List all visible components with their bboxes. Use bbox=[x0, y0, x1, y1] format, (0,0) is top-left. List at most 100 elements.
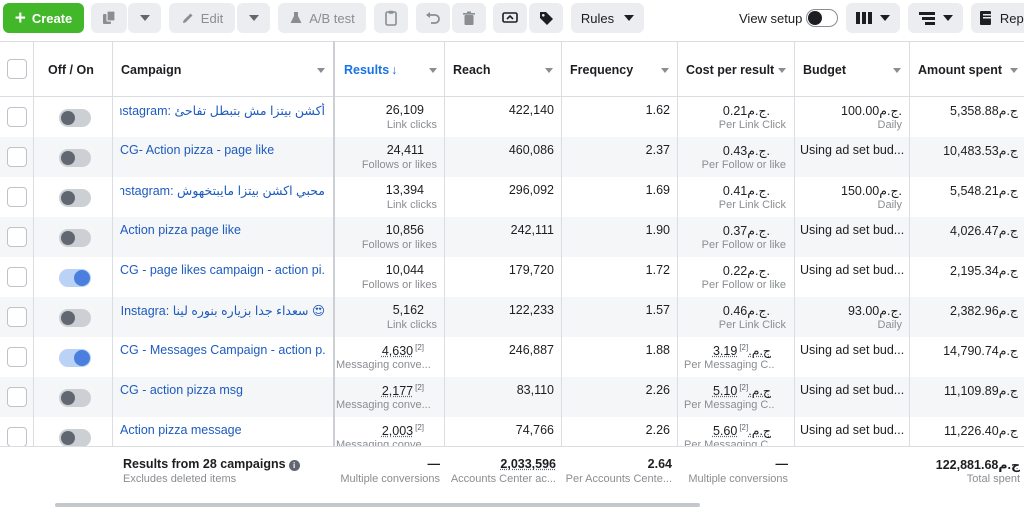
budget-value: 93.00ج.م. bbox=[795, 303, 902, 318]
campaign-name-link[interactable]: أكشن بيتزا مش بتبطل تفاحئ :Instagram ...… bbox=[120, 103, 325, 118]
campaign-name-link[interactable]: CG - Messages Campaign - action p... bbox=[120, 343, 325, 357]
frequency-value: 2.26 bbox=[562, 423, 670, 437]
results-type: Follows or likes bbox=[336, 159, 437, 171]
table-row[interactable]: Action pizza message 2,003 [2] Messaging co… bbox=[0, 417, 1024, 446]
campaign-toggle[interactable] bbox=[59, 109, 91, 127]
breakdown-button[interactable] bbox=[908, 3, 963, 33]
column-divider bbox=[444, 41, 445, 504]
column-header-cost-per-result[interactable]: Cost per result bbox=[678, 42, 794, 98]
row-checkbox[interactable] bbox=[7, 107, 27, 127]
tag-icon bbox=[539, 11, 554, 26]
undo-button[interactable] bbox=[416, 3, 450, 33]
row-checkbox[interactable] bbox=[7, 427, 27, 447]
amount-spent-value: 4,026.47ج.م bbox=[910, 223, 1018, 238]
footnote-marker: [2] bbox=[415, 423, 424, 432]
budget-value: 100.00ج.م. bbox=[795, 103, 902, 118]
results-number: 13,394 bbox=[386, 183, 424, 197]
campaign-toggle[interactable] bbox=[59, 189, 91, 207]
reports-button[interactable]: Repo bbox=[971, 3, 1024, 33]
column-header-campaign[interactable]: Campaign bbox=[113, 42, 333, 98]
row-checkbox[interactable] bbox=[7, 147, 27, 167]
tag-button[interactable] bbox=[529, 3, 563, 33]
cost-per-result-type: Per Link Click bbox=[678, 199, 786, 211]
row-checkbox[interactable] bbox=[7, 187, 27, 207]
toggle-knob bbox=[61, 111, 75, 125]
clipboard-button[interactable] bbox=[374, 3, 408, 33]
table-row[interactable]: Action pizza page like 10,856 Follows or l… bbox=[0, 217, 1024, 257]
edit-button[interactable]: Edit bbox=[169, 3, 235, 33]
column-header-amount-spent[interactable]: Amount spent bbox=[910, 42, 1024, 98]
ab-test-button[interactable]: A/B test bbox=[278, 3, 366, 33]
footnote-marker: [2] bbox=[415, 383, 424, 392]
campaign-name-link[interactable]: محبي اكشن بيتزا مايبتخهوش :Instagram ...… bbox=[120, 183, 325, 198]
budget-value: 150.00ج.م. bbox=[795, 183, 902, 198]
summary-frequency-sub: Per Accounts Cente... bbox=[562, 473, 672, 485]
table-row[interactable]: CG- Action pizza - page like 24,411 Follow… bbox=[0, 137, 1024, 177]
delete-button[interactable] bbox=[452, 3, 486, 33]
chevron-down-icon bbox=[943, 15, 953, 21]
table-row[interactable]: CG - page likes campaign - action pi... 1… bbox=[0, 257, 1024, 297]
view-setup-toggle[interactable] bbox=[806, 9, 838, 27]
summary-results: — bbox=[336, 457, 440, 471]
sort-caret-icon bbox=[778, 68, 786, 73]
campaign-toggle[interactable] bbox=[59, 269, 91, 287]
table-row[interactable]: CG - action pizza msg 2,177 [2] Messaging c… bbox=[0, 377, 1024, 417]
campaign-toggle[interactable] bbox=[59, 149, 91, 167]
duplicate-button[interactable] bbox=[91, 3, 127, 33]
table-row[interactable]: محبي اكشن بيتزا مايبتخهوش :Instagram ...… bbox=[0, 177, 1024, 217]
duplicate-dropdown-button[interactable] bbox=[128, 3, 161, 33]
campaign-toggle[interactable] bbox=[59, 429, 91, 447]
amount-spent-value: 11,109.89ج.م bbox=[910, 383, 1018, 398]
campaign-name-link[interactable]: CG - action pizza msg bbox=[120, 383, 325, 397]
campaign-name-link[interactable]: CG - page likes campaign - action pi... bbox=[120, 263, 325, 277]
row-checkbox[interactable] bbox=[7, 267, 27, 287]
table-row[interactable]: 😍 سعداء جدا بزياره بنوره لينا :Instagra.… bbox=[0, 297, 1024, 337]
toggle-knob bbox=[61, 231, 75, 245]
toggle-knob bbox=[61, 151, 75, 165]
info-icon[interactable]: i bbox=[289, 460, 300, 471]
row-checkbox[interactable] bbox=[7, 307, 27, 327]
column-header-reach[interactable]: Reach bbox=[445, 42, 561, 98]
trash-icon bbox=[462, 11, 476, 26]
select-all-checkbox[interactable] bbox=[7, 59, 27, 79]
campaign-name-link[interactable]: Action pizza page like bbox=[120, 223, 325, 237]
results-value: 13,394 bbox=[336, 183, 424, 197]
row-checkbox[interactable] bbox=[7, 387, 27, 407]
amount-spent-value: 10,483.53ج.م bbox=[910, 143, 1018, 158]
row-checkbox[interactable] bbox=[7, 227, 27, 247]
campaign-name-link[interactable]: 😍 سعداء جدا بزياره بنوره لينا :Instagra.… bbox=[120, 303, 325, 318]
budget-value: Using ad set bud... bbox=[800, 143, 904, 157]
rules-button[interactable]: Rules bbox=[571, 3, 644, 33]
results-type: Link clicks bbox=[336, 199, 437, 211]
column-divider bbox=[333, 41, 335, 504]
amount-spent-value: 2,195.34ج.م bbox=[910, 263, 1018, 278]
column-header-frequency[interactable]: Frequency bbox=[562, 42, 677, 98]
toggle-knob bbox=[74, 350, 90, 366]
horizontal-scrollbar[interactable] bbox=[55, 503, 700, 507]
summary-amount-spent: 122,881.68ج.م bbox=[910, 457, 1020, 472]
campaign-toggle[interactable] bbox=[59, 389, 91, 407]
reach-value: 179,720 bbox=[445, 263, 554, 277]
chevron-down-icon bbox=[880, 15, 890, 21]
row-checkbox[interactable] bbox=[7, 347, 27, 367]
create-button[interactable]: + Create bbox=[3, 3, 84, 33]
campaign-toggle[interactable] bbox=[59, 229, 91, 247]
columns-button[interactable] bbox=[846, 3, 900, 33]
column-header-off-on[interactable]: Off / On bbox=[40, 42, 112, 98]
campaign-toggle[interactable] bbox=[59, 309, 91, 327]
column-header-results[interactable]: Results ↓ bbox=[336, 42, 445, 98]
sort-caret-icon bbox=[661, 68, 669, 73]
campaign-toggle[interactable] bbox=[59, 349, 91, 367]
campaign-name-link[interactable]: Action pizza message bbox=[120, 423, 325, 437]
export-button[interactable] bbox=[493, 3, 527, 33]
reach-value: 242,111 bbox=[445, 223, 554, 237]
table-row[interactable]: CG - Messages Campaign - action p... 4,63… bbox=[0, 337, 1024, 377]
toggle-knob bbox=[808, 11, 822, 25]
results-number: 10,044 bbox=[386, 263, 424, 277]
edit-dropdown-button[interactable] bbox=[237, 3, 270, 33]
footnote-marker: [2] bbox=[739, 423, 748, 432]
results-number: 10,856 bbox=[386, 223, 424, 237]
column-header-budget[interactable]: Budget bbox=[795, 42, 909, 98]
campaign-name-link[interactable]: CG- Action pizza - page like bbox=[120, 143, 325, 157]
table-row[interactable]: أكشن بيتزا مش بتبطل تفاحئ :Instagram ...… bbox=[0, 97, 1024, 137]
